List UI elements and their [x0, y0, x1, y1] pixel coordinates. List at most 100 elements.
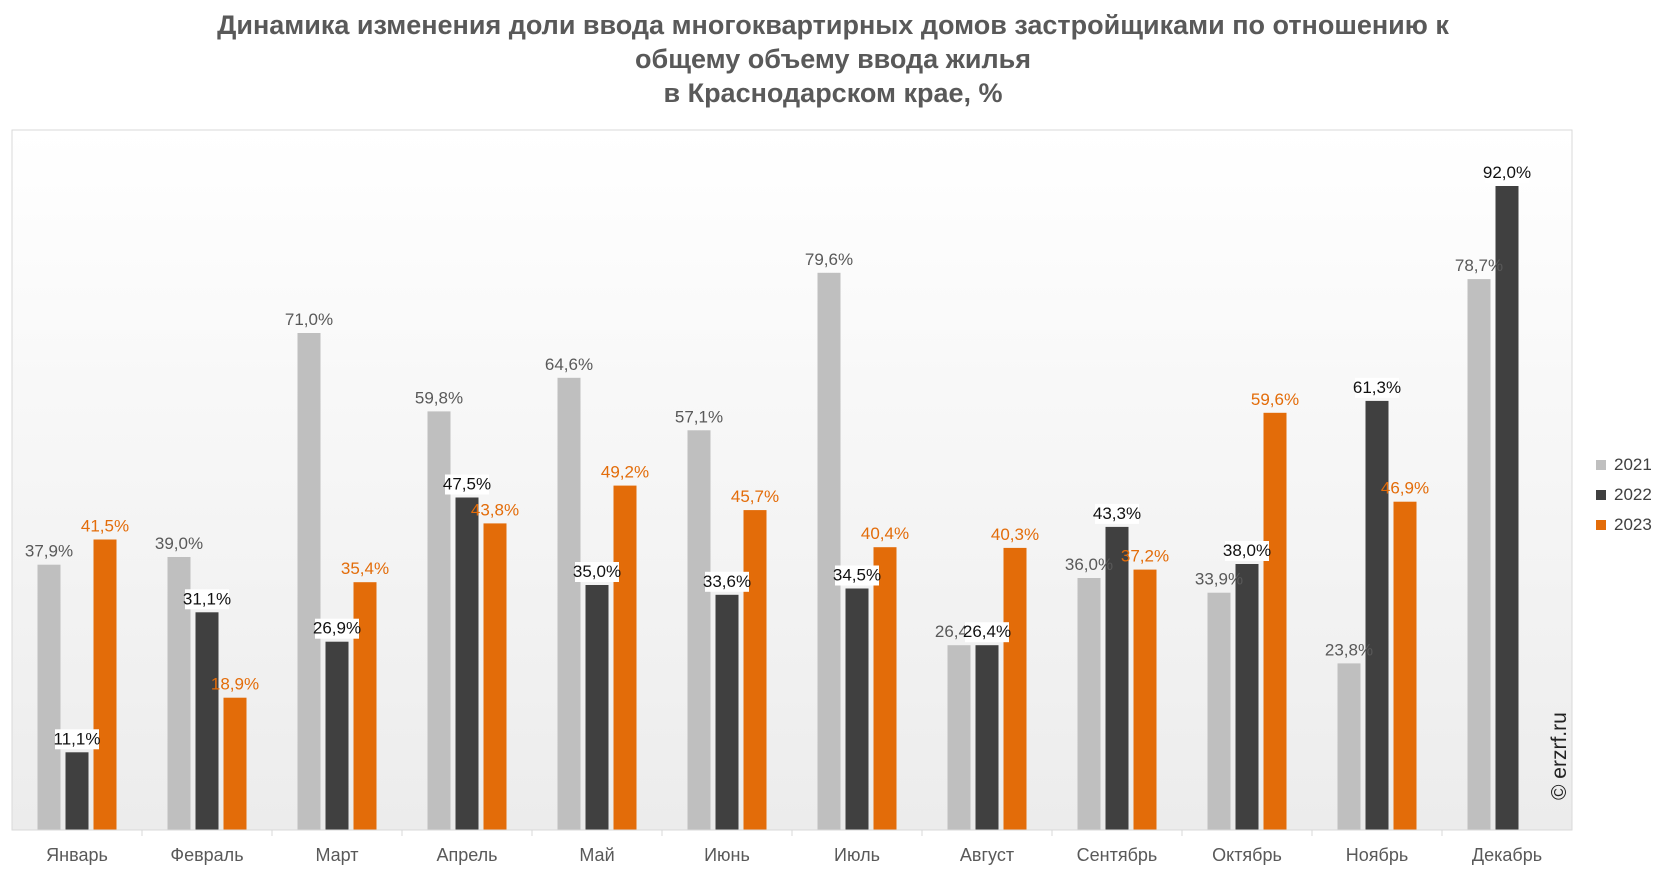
x-tick-label: Декабрь	[1472, 845, 1542, 865]
data-label-2022: 43,3%	[1093, 504, 1141, 523]
bar-2022	[845, 588, 869, 830]
legend-swatch-2021	[1596, 460, 1606, 470]
x-tick-label: Октябрь	[1212, 845, 1282, 865]
data-label-2022: 11,1%	[54, 729, 101, 748]
data-label-2023: 40,4%	[861, 524, 909, 543]
bar-2023	[1263, 412, 1287, 830]
legend-label-2022: 2022	[1614, 485, 1652, 504]
bar-2022	[975, 645, 999, 830]
data-label-box	[185, 589, 229, 610]
legend-item-2023: 2023	[1596, 510, 1652, 540]
data-label-box	[55, 729, 99, 750]
watermark: © erzrf.ru	[1548, 712, 1571, 800]
x-tick-label: Март	[315, 845, 358, 865]
x-tick-label: Январь	[46, 845, 108, 865]
data-label-2023: 45,7%	[731, 487, 779, 506]
data-label-2022: 47,5%	[443, 475, 491, 494]
bar-2023	[483, 523, 507, 830]
bar-2021	[1077, 578, 1101, 830]
data-label-box	[705, 571, 749, 592]
data-label-2021: 78,7%	[1455, 256, 1503, 275]
data-label-2023: 35,4%	[341, 559, 389, 578]
data-label-2023: 46,9%	[1381, 479, 1429, 498]
bar-2021	[817, 272, 841, 830]
bar-2022	[455, 497, 479, 830]
data-label-box	[965, 622, 1009, 643]
data-label-2023: 18,9%	[211, 675, 259, 694]
data-label-2021: 79,6%	[805, 250, 853, 269]
bar-2021	[687, 430, 711, 830]
x-tick-label: Июль	[834, 845, 880, 865]
data-label-2022: 38,0%	[1223, 541, 1271, 560]
data-label-2023: 49,2%	[601, 463, 649, 482]
x-tick-label: Сентябрь	[1077, 845, 1158, 865]
bar-2021	[1207, 592, 1231, 830]
data-label-2021: 64,6%	[545, 355, 593, 374]
bar-2022	[325, 641, 349, 830]
data-label-2022: 35,0%	[573, 562, 621, 581]
data-label-2021: 57,1%	[675, 407, 723, 426]
bar-2021	[427, 411, 451, 830]
bar-2021	[557, 377, 581, 830]
data-label-box	[445, 474, 489, 495]
bar-2022	[1495, 186, 1519, 830]
data-label-2023: 40,3%	[991, 525, 1039, 544]
bar-2023	[1133, 569, 1157, 830]
data-label-2022: 34,5%	[833, 566, 881, 585]
data-label-box	[835, 565, 879, 586]
bar-2023	[93, 539, 117, 830]
bar-2022	[1235, 564, 1259, 830]
bar-2021	[947, 645, 971, 830]
data-label-2022: 61,3%	[1353, 378, 1401, 397]
bar-2023	[1393, 501, 1417, 830]
bar-2022	[1365, 400, 1389, 830]
bar-2021	[297, 333, 321, 830]
legend-item-2022: 2022	[1596, 480, 1652, 510]
data-label-2022: 31,1%	[183, 589, 231, 608]
data-label-box	[575, 562, 619, 582]
plot-area	[11, 129, 1573, 831]
bar-2021	[1467, 279, 1491, 831]
bar-2023	[1003, 547, 1027, 830]
chart-title-line-3: в Краснодарском крае, %	[663, 78, 1003, 108]
data-label-2021: 37,9%	[25, 542, 73, 561]
bar-2021	[37, 564, 61, 830]
data-label-2023: 43,8%	[471, 500, 519, 519]
data-label-box	[1095, 503, 1139, 524]
x-tick-label: Август	[960, 845, 1014, 865]
chart-title-line-1: Динамика изменения доли ввода многокварт…	[217, 10, 1449, 40]
data-label-box	[1485, 163, 1529, 183]
bar-2023	[223, 697, 247, 830]
data-label-2023: 37,2%	[1121, 547, 1169, 566]
legend-swatch-2023	[1596, 520, 1606, 530]
bar-2022	[195, 612, 219, 830]
legend-item-2021: 2021	[1596, 450, 1652, 480]
bar-2021	[167, 557, 191, 830]
legend-swatch-2022	[1596, 490, 1606, 500]
data-label-box	[1225, 541, 1269, 561]
data-label-2023: 41,5%	[81, 517, 129, 536]
data-label-2022: 92,0%	[1483, 163, 1531, 182]
chart-title-line-2: общему объему ввода жилья	[635, 44, 1031, 74]
data-label-2021: 71,0%	[285, 310, 333, 329]
bar-2023	[353, 582, 377, 830]
data-label-2021: 59,8%	[415, 388, 463, 407]
data-label-2021: 33,9%	[1195, 570, 1243, 589]
legend: 2021 2022 2023	[1596, 450, 1652, 540]
data-label-2021: 23,8%	[1325, 640, 1373, 659]
x-tick-label: Июнь	[704, 845, 750, 865]
chart-title: Динамика изменения доли ввода многокварт…	[0, 8, 1666, 110]
legend-label-2021: 2021	[1614, 455, 1652, 474]
x-tick-label: Май	[579, 845, 614, 865]
bar-2021	[1337, 663, 1361, 830]
data-label-box	[315, 618, 359, 639]
data-label-2023: 59,6%	[1251, 390, 1299, 409]
bar-2022	[65, 752, 89, 830]
data-label-2022: 26,9%	[313, 619, 361, 638]
x-tick-label: Февраль	[170, 845, 243, 865]
legend-label-2023: 2023	[1614, 515, 1652, 534]
data-label-2021: 36,0%	[1065, 555, 1113, 574]
bar-2023	[743, 510, 767, 830]
x-tick-label: Ноябрь	[1346, 845, 1408, 865]
